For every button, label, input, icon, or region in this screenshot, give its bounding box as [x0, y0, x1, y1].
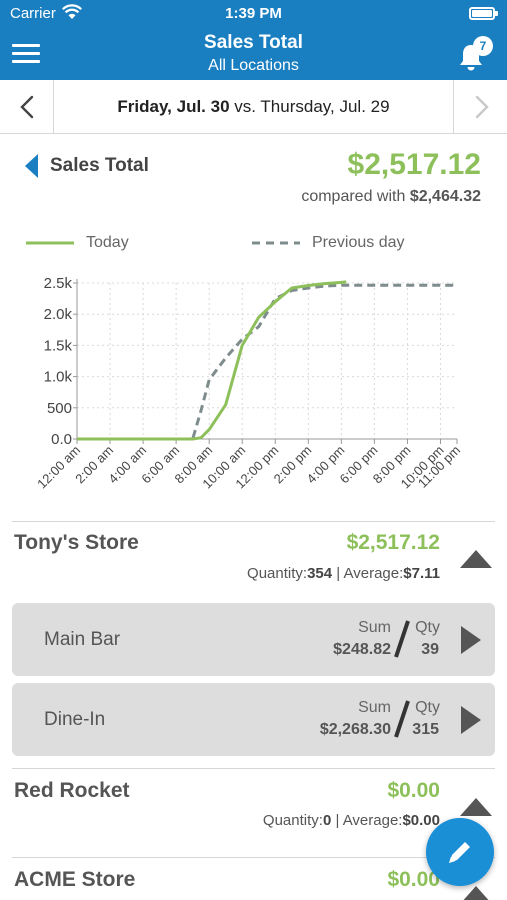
store-name: ACME Store — [14, 868, 136, 891]
play-right-icon — [461, 706, 481, 734]
y-tick-label: 0.0 — [51, 431, 72, 448]
compared-label: compared with — [301, 188, 410, 205]
quantity-label: Quantity: — [262, 812, 323, 829]
average-label: Average: — [342, 812, 403, 829]
menu-button[interactable] — [12, 44, 40, 64]
compared-value: $2,464.32 — [409, 188, 481, 205]
vs-separator: vs. — [229, 97, 261, 116]
chevron-left-icon — [20, 95, 34, 119]
quantity-label: Quantity: — [247, 565, 308, 582]
x-tick-label: 12:00 am — [34, 443, 83, 492]
carrier-label: Carrier — [10, 5, 56, 22]
notifications-button[interactable]: 7 — [457, 36, 493, 72]
legend-previous: Previous day — [252, 234, 405, 252]
legend-today-label: Today — [86, 234, 129, 251]
collapse-store-icon[interactable] — [459, 548, 493, 570]
average-value: $7.11 — [403, 565, 440, 582]
expand-store-icon[interactable] — [459, 796, 493, 818]
collapse-left-icon[interactable] — [24, 153, 40, 179]
menu-icon — [12, 44, 40, 47]
y-tick-label: 2.0k — [44, 306, 73, 323]
app-header: Carrier 1:39 PM Sales Total All Location… — [0, 0, 507, 80]
compare-date: Thursday, Jul. 29 — [260, 97, 390, 116]
store-name: Red Rocket — [14, 779, 130, 802]
location-card-dine-in[interactable]: Dine-In Sum $2,268.30 Qty 315 — [12, 683, 495, 756]
page-subtitle: All Locations — [208, 57, 299, 74]
chevron-right-icon — [475, 95, 489, 119]
slash-divider-icon — [394, 700, 410, 738]
sum-label: Sum — [358, 619, 391, 636]
y-tick-label: 1.5k — [44, 337, 73, 354]
store-name: Tony's Store — [14, 531, 139, 554]
store-total: $0.00 — [387, 779, 440, 802]
section-divider — [12, 768, 495, 769]
qty-value: 315 — [412, 721, 439, 738]
average-value: $0.00 — [402, 812, 440, 829]
next-day-button[interactable] — [453, 80, 507, 133]
compared-with: compared with $2,464.32 — [301, 188, 481, 206]
page-title: Sales Total — [204, 32, 303, 53]
y-tick-label: 2.5k — [44, 275, 73, 292]
status-bar: Carrier 1:39 PM — [0, 0, 507, 28]
date-comparison-label[interactable]: Friday, Jul. 30 vs. Thursday, Jul. 29 — [54, 97, 453, 117]
legend-today-swatch — [26, 241, 74, 245]
y-tick-label: 500 — [47, 400, 72, 417]
qty-label: Qty — [415, 619, 440, 636]
status-time: 1:39 PM — [225, 5, 282, 22]
summary-title: Sales Total — [50, 155, 149, 176]
legend-previous-swatch — [252, 241, 300, 245]
sum-label: Sum — [358, 699, 391, 716]
play-right-icon — [461, 626, 481, 654]
pencil-icon — [449, 842, 470, 863]
store-meta: Quantity:354 | Average:$7.11 — [247, 565, 440, 582]
qty-value: 39 — [421, 641, 439, 658]
previous-day-button[interactable] — [0, 80, 54, 133]
sum-value: $248.82 — [333, 641, 391, 658]
battery-icon — [469, 7, 498, 20]
legend-today: Today — [26, 234, 129, 252]
summary-total: $2,517.12 — [347, 148, 481, 181]
section-divider — [12, 521, 495, 522]
quantity-value: 0 — [322, 812, 332, 829]
notification-badge: 7 — [473, 36, 493, 56]
location-card-main-bar[interactable]: Main Bar Sum $248.82 Qty 39 — [12, 603, 495, 676]
location-name: Main Bar — [44, 629, 121, 650]
store-total: $0.00 — [387, 868, 440, 891]
expand-store-icon[interactable] — [459, 884, 493, 900]
legend-previous-label: Previous day — [312, 234, 405, 251]
location-name: Dine-In — [44, 709, 106, 730]
edit-fab-button[interactable] — [426, 818, 494, 886]
section-divider — [12, 857, 495, 858]
quantity-value: 354 — [307, 565, 333, 582]
sum-value: $2,268.30 — [319, 721, 391, 738]
series-line-today — [77, 280, 347, 441]
current-date: Friday, Jul. 30 — [117, 97, 230, 116]
wifi-icon — [62, 4, 82, 24]
average-label: Average: — [343, 565, 404, 582]
store-meta: Quantity:0 | Average:$0.00 — [262, 812, 440, 829]
date-navigation: Friday, Jul. 30 vs. Thursday, Jul. 29 — [0, 80, 507, 134]
store-total: $2,517.12 — [346, 531, 440, 554]
slash-divider-icon — [394, 620, 410, 658]
qty-label: Qty — [415, 699, 440, 716]
y-tick-label: 1.0k — [44, 369, 73, 386]
